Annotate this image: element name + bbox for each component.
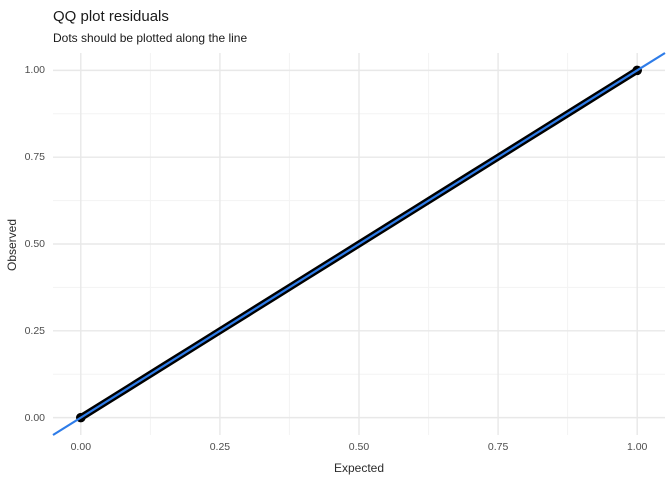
chart-title: QQ plot residuals: [53, 8, 169, 25]
x-tick-label: 1.00: [626, 441, 648, 453]
x-tick-label: 0.75: [487, 441, 509, 453]
reference-line: [52, 52, 666, 436]
y-tick-label: 0.00: [24, 411, 45, 424]
x-tick-label: 0.00: [70, 441, 92, 453]
chart-subtitle: Dots should be plotted along the line: [53, 31, 248, 45]
x-tick-label: 0.25: [209, 441, 231, 453]
y-tick-label: 0.25: [24, 324, 45, 337]
y-tick-label: 0.50: [24, 238, 45, 250]
y-tick-label: 1.00: [24, 64, 45, 77]
x-tick-label: 0.50: [348, 441, 370, 453]
y-axis-title: Observed: [5, 218, 19, 272]
y-tick-label: 0.75: [24, 151, 45, 164]
x-axis-title: Expected: [333, 461, 385, 475]
